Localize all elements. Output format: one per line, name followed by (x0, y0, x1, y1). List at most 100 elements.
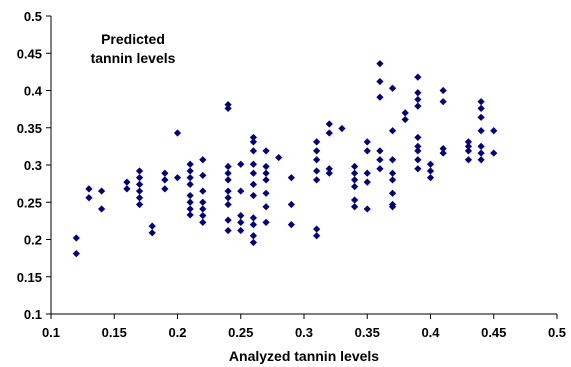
data-point-marker (237, 160, 245, 168)
data-point-marker (237, 218, 245, 226)
data-point-marker (135, 187, 144, 195)
data-point-marker (249, 232, 257, 240)
data-point-marker (199, 171, 207, 180)
data-point-marker (135, 194, 144, 202)
x-tick-label: 0.2 (168, 325, 186, 340)
data-point-marker (186, 205, 194, 213)
data-point-marker (249, 138, 257, 146)
y-tick-label: 0.3 (24, 158, 42, 173)
data-point-marker (186, 174, 194, 182)
data-point-marker (199, 156, 207, 164)
data-point-marker (224, 200, 232, 209)
data-point-marker (224, 162, 232, 171)
data-point-marker (414, 147, 422, 155)
data-point-marker (414, 102, 422, 110)
data-point-marker (439, 86, 447, 95)
data-point-marker (135, 180, 144, 188)
data-point-marker (376, 147, 384, 155)
data-point-marker (287, 200, 295, 209)
data-point-marker (313, 138, 321, 146)
data-point-marker (351, 169, 359, 177)
data-point-marker (477, 104, 485, 112)
data-point-marker (414, 156, 422, 164)
data-point-marker (173, 129, 182, 137)
data-point-marker (439, 145, 447, 153)
data-point-marker (414, 142, 422, 150)
data-point-marker (287, 174, 295, 182)
data-point-marker (388, 203, 397, 211)
data-point-marker (199, 212, 207, 220)
data-point-marker (313, 156, 321, 164)
x-tick-label: 0.3 (295, 325, 313, 340)
data-point-marker (313, 167, 321, 175)
data-point-marker (224, 216, 232, 224)
data-point-marker (338, 124, 346, 133)
data-point-marker (262, 203, 270, 211)
x-tick-label: 0.25 (228, 325, 253, 340)
x-tick-label: 0.15 (102, 325, 127, 340)
data-point-marker (98, 187, 106, 195)
data-point-marker (325, 169, 333, 177)
data-point-marker (464, 156, 473, 164)
axis-ticks (46, 15, 558, 319)
data-point-marker (148, 229, 156, 237)
data-point-marker (426, 174, 435, 182)
data-point-marker (224, 169, 232, 177)
data-point-marker (363, 205, 371, 213)
data-point-marker (351, 183, 359, 191)
data-point-marker (477, 113, 485, 121)
data-point-marker (388, 189, 397, 197)
data-point-marker (262, 169, 270, 177)
data-point-marker (464, 147, 473, 155)
data-point-marker (224, 226, 232, 235)
data-point-marker (249, 221, 257, 229)
data-point-marker (262, 162, 270, 171)
data-point-marker (325, 120, 333, 128)
data-point-marker (287, 221, 295, 229)
data-point-marker (477, 127, 485, 135)
data-point-marker (85, 194, 93, 202)
data-point-marker (313, 232, 321, 240)
data-point-marker (224, 176, 232, 184)
data-point-marker (351, 176, 359, 184)
data-point-marker (186, 180, 194, 188)
data-point-marker (237, 212, 245, 220)
data-point-marker (414, 73, 422, 81)
data-point-marker (249, 147, 257, 155)
data-point-marker (262, 218, 270, 226)
data-point-marker (237, 226, 245, 235)
x-axis-title: Analyzed tannin levels (229, 348, 379, 364)
chart-annotation-line-1: Predicted (101, 31, 165, 47)
data-point-marker (414, 165, 422, 173)
data-point-marker (464, 138, 473, 146)
data-point-marker (464, 142, 473, 150)
y-tick-label: 0.45 (17, 46, 42, 61)
data-point-marker (477, 142, 485, 150)
data-point-marker (161, 176, 169, 184)
data-point-marker (249, 180, 257, 188)
data-point-marker (249, 214, 257, 222)
data-point-marker (186, 191, 194, 200)
x-tick-label: 0.1 (42, 325, 60, 340)
data-point-marker (363, 169, 371, 177)
x-tick-label: 0.4 (421, 325, 440, 340)
data-point-marker (199, 205, 207, 213)
data-point-marker (388, 169, 397, 177)
data-point-marker (262, 147, 270, 155)
chart-annotation-line-2: tannin levels (91, 50, 176, 66)
data-point-marker (477, 149, 485, 157)
data-point-marker (388, 176, 397, 184)
x-tick-label: 0.5 (548, 325, 566, 340)
data-point-marker (376, 60, 384, 68)
data-point-marker (439, 149, 447, 157)
x-tick-label: 0.45 (481, 325, 506, 340)
y-tick-label: 0.15 (17, 270, 42, 285)
data-points (72, 60, 498, 258)
data-point-marker (186, 167, 194, 175)
data-point-marker (414, 89, 422, 97)
data-point-marker (72, 250, 80, 258)
data-point-marker (414, 95, 422, 104)
y-tick-label: 0.25 (17, 195, 42, 210)
data-point-marker (313, 225, 321, 233)
